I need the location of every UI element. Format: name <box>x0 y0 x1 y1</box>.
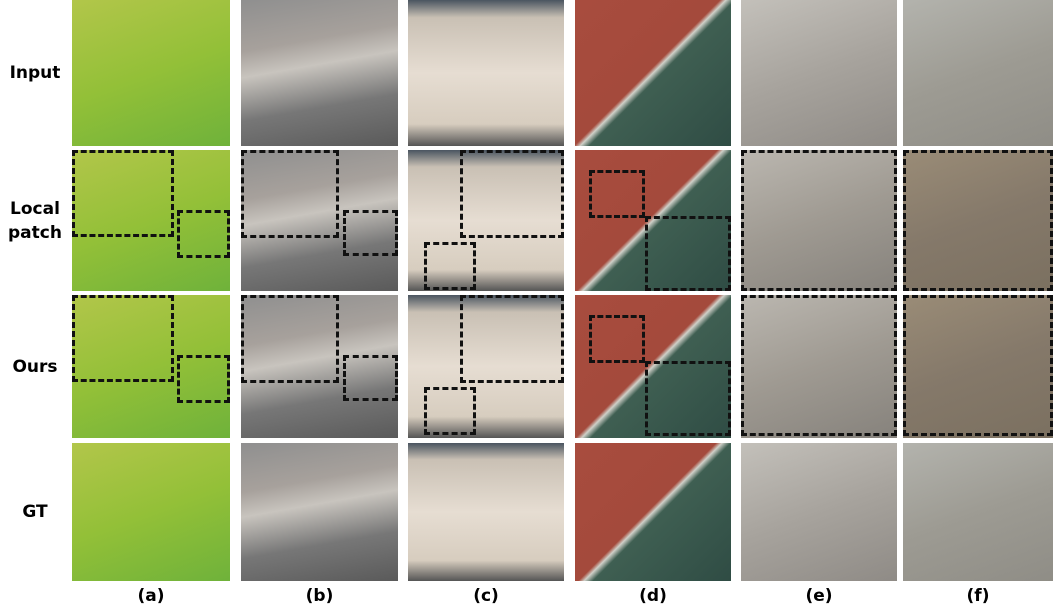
zoom-box <box>589 170 645 218</box>
zoom-box <box>177 355 230 403</box>
image-cell <box>903 0 1053 146</box>
image-cell <box>575 295 731 438</box>
zoom-box <box>72 295 174 382</box>
image-cell <box>741 295 897 438</box>
zoom-box <box>741 150 897 291</box>
image-cell <box>903 443 1053 581</box>
image-cell <box>575 443 731 581</box>
zoom-box <box>589 315 645 363</box>
row-label: Input <box>0 61 70 85</box>
image-cell <box>741 150 897 291</box>
column-label: (e) <box>741 586 897 606</box>
column-label: (c) <box>408 586 564 606</box>
image-cell <box>72 295 230 438</box>
zoom-box <box>460 295 564 383</box>
zoom-box <box>645 361 731 436</box>
image-cell <box>241 443 398 581</box>
zoom-box <box>424 387 476 435</box>
column-label: (b) <box>241 586 398 606</box>
image-cell <box>408 0 564 146</box>
zoom-box <box>241 295 339 383</box>
figure: (() => { const data = JSON.parse(documen… <box>0 0 1054 609</box>
zoom-box <box>903 295 1053 436</box>
image-cell <box>241 150 398 291</box>
zoom-box <box>903 150 1053 291</box>
image-cell <box>903 295 1053 438</box>
zoom-box <box>241 150 339 238</box>
row-label: Local patch <box>0 197 70 245</box>
image-cell <box>241 0 398 146</box>
image-cell <box>903 150 1053 291</box>
image-cell <box>408 443 564 581</box>
image-cell <box>72 0 230 146</box>
image-cell <box>408 150 564 291</box>
column-label: (a) <box>72 586 230 606</box>
row-label: GT <box>0 500 70 524</box>
zoom-box <box>72 150 174 237</box>
image-cell <box>575 150 731 291</box>
zoom-box <box>424 242 476 290</box>
image-cell <box>741 0 897 146</box>
zoom-box <box>460 150 564 238</box>
image-cell <box>741 443 897 581</box>
image-cell <box>72 150 230 291</box>
zoom-box <box>177 210 230 258</box>
image-cell <box>575 0 731 146</box>
image-cell <box>72 443 230 581</box>
zoom-box <box>343 210 398 256</box>
row-label: Ours <box>0 355 70 379</box>
image-cell <box>408 295 564 438</box>
column-label: (d) <box>575 586 731 606</box>
zoom-box <box>343 355 398 401</box>
column-label: (f) <box>903 586 1053 606</box>
image-cell <box>241 295 398 438</box>
zoom-box <box>645 216 731 291</box>
zoom-box <box>741 295 897 436</box>
